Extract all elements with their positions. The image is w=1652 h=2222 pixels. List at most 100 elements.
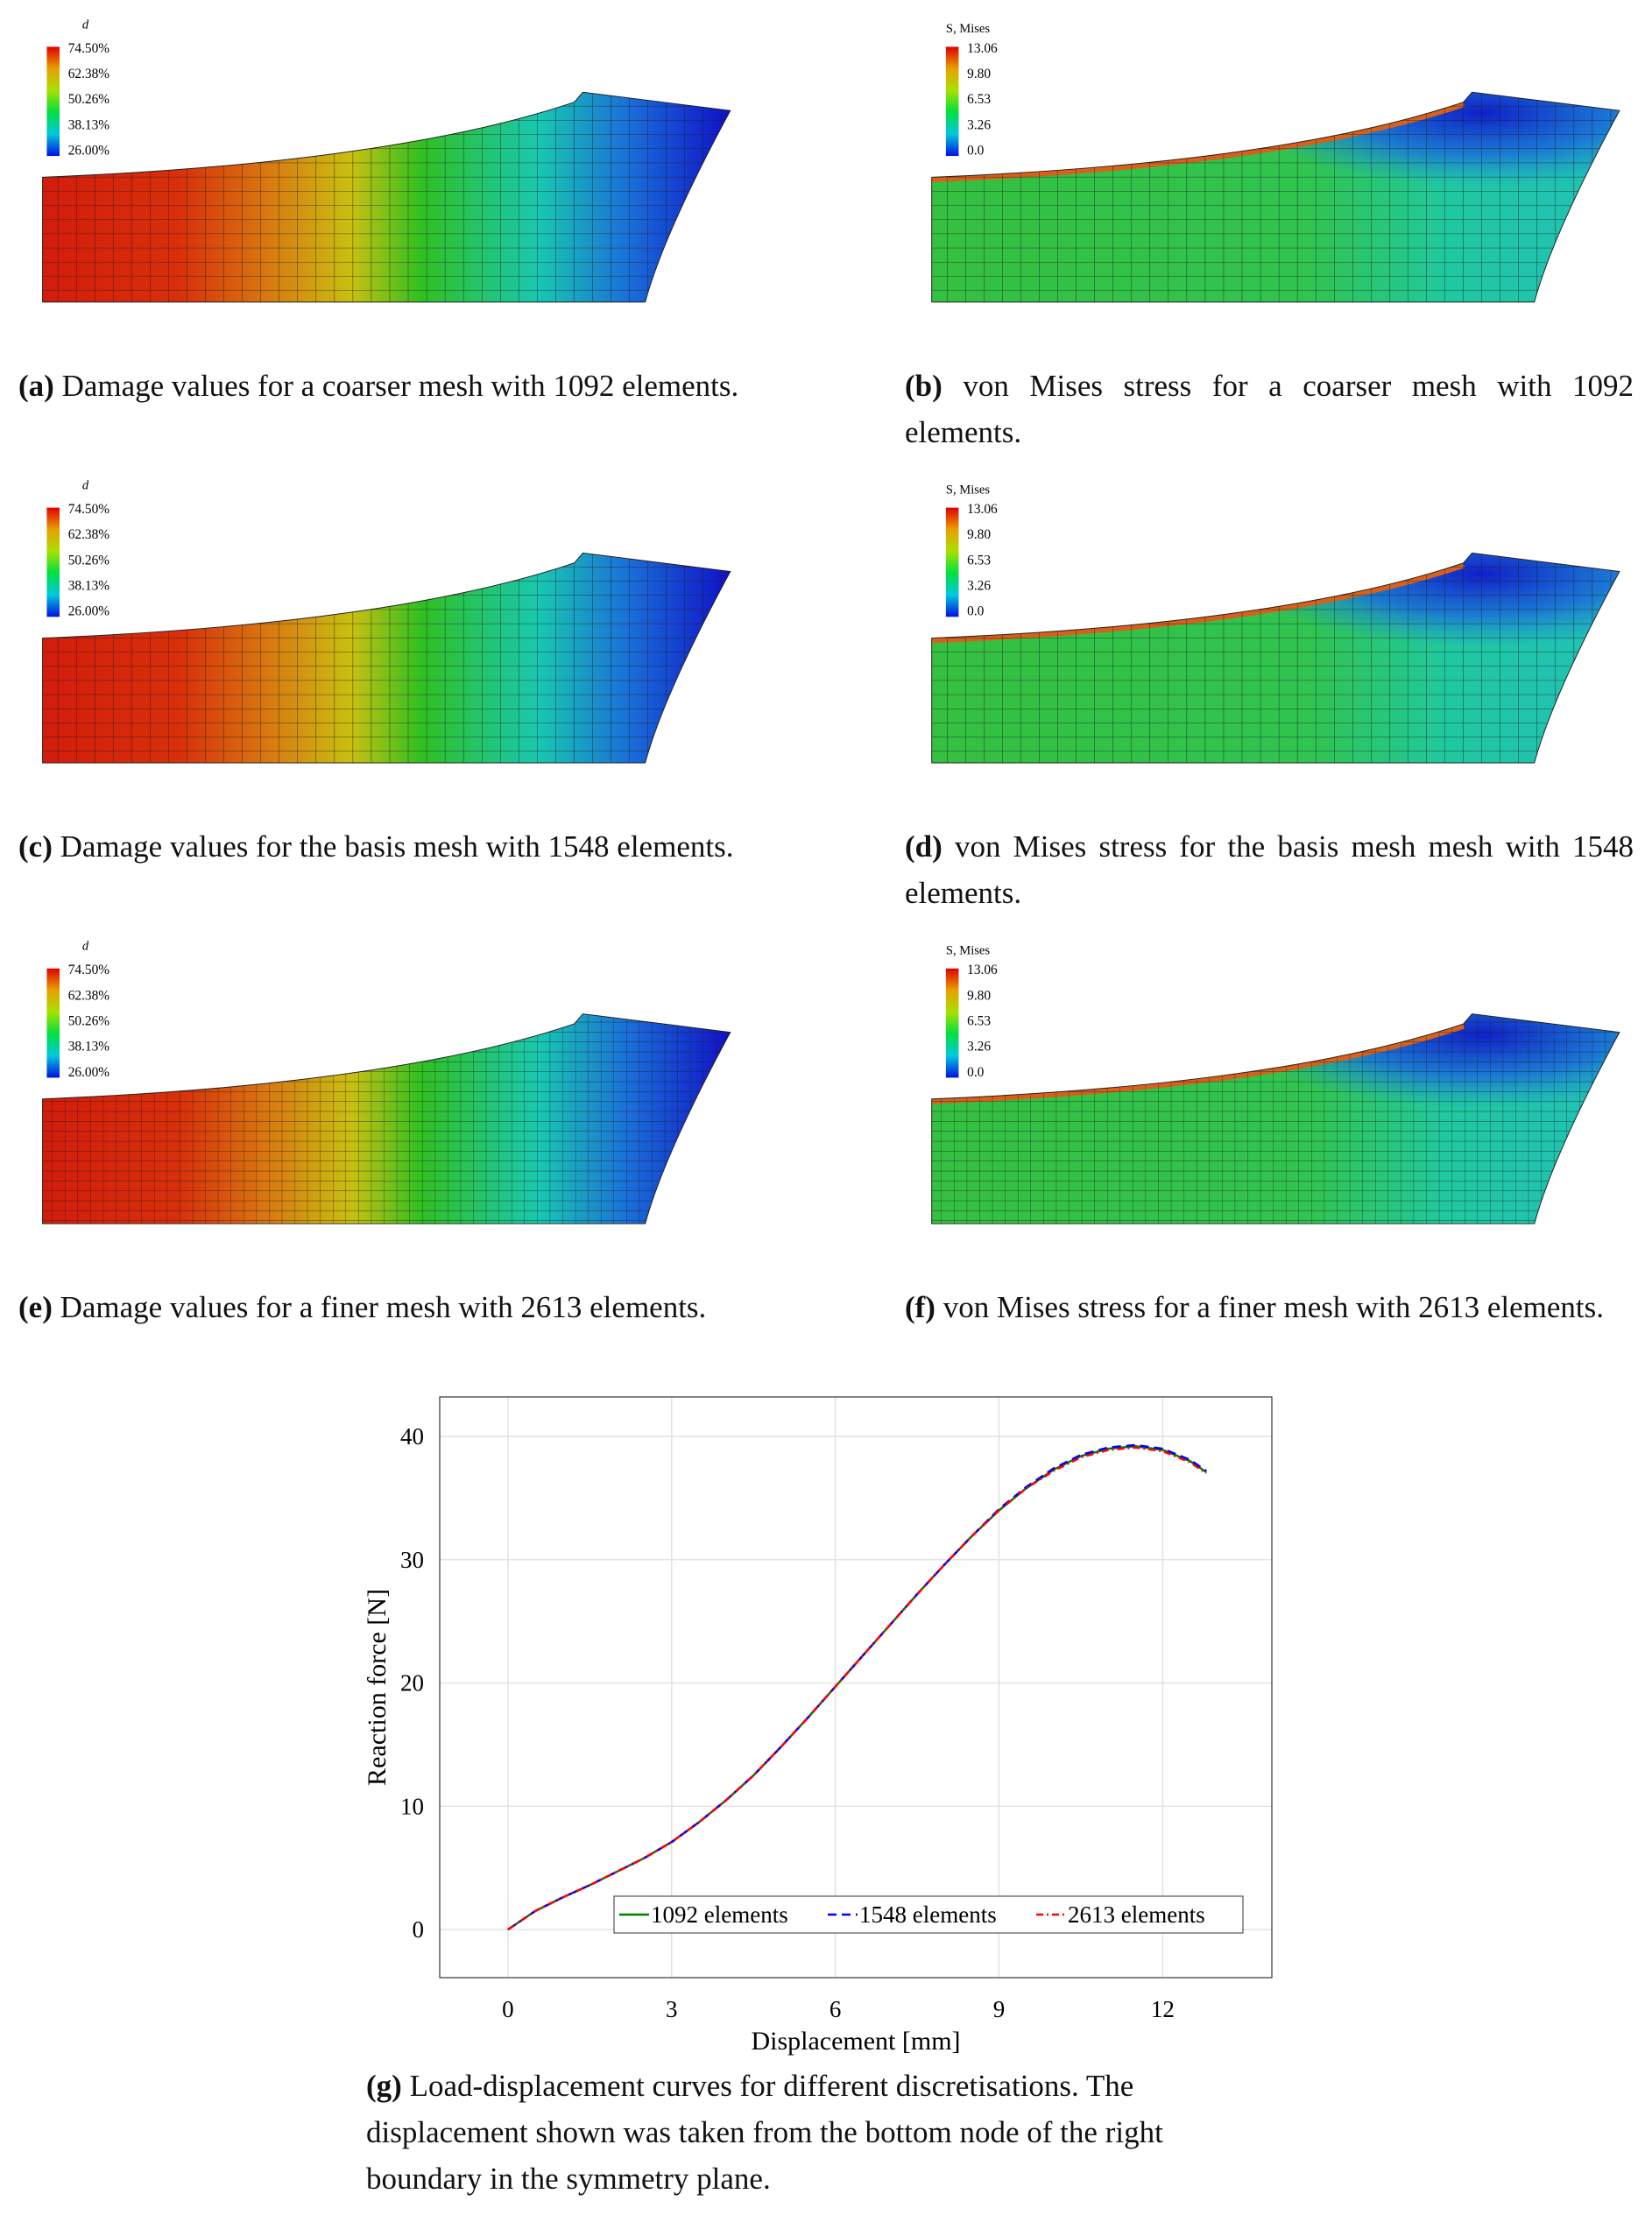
- legend-label: 62.38%: [68, 527, 110, 542]
- legend-label: 26.00%: [68, 604, 110, 619]
- legend-label: 74.50%: [68, 41, 110, 56]
- caption-label: (a): [18, 369, 54, 404]
- y-tick-label: 0: [413, 1916, 425, 1943]
- legend-label: 3.26: [967, 117, 991, 132]
- y-tick-label: 40: [400, 1423, 424, 1450]
- colorbar: [46, 507, 60, 617]
- legend-label: 6.53: [967, 1014, 991, 1029]
- legend-label: 6.53: [967, 553, 991, 568]
- y-tick-label: 20: [400, 1670, 424, 1696]
- legend-label: 62.38%: [68, 67, 110, 81]
- colorbar: [945, 507, 959, 617]
- colorbar: [46, 968, 60, 1078]
- legend-label: 38.13%: [68, 117, 110, 132]
- legend-label: 9.80: [967, 988, 991, 1003]
- legend-label: 13.06: [967, 41, 998, 56]
- caption-text: von Mises stress for a coarser mesh with…: [905, 369, 1634, 450]
- mesh: [931, 553, 1620, 764]
- series-line: [507, 1445, 1207, 1931]
- legend-label: 50.26%: [68, 553, 110, 568]
- fem-panel: S, Mises 13.06 9.80 6.53 3.26 0.0: [931, 483, 1620, 764]
- caption: (b) von Mises stress for a coarser mesh …: [905, 363, 1634, 455]
- caption-text: Damage values for the basis mesh with 15…: [60, 829, 734, 864]
- x-tick-label: 9: [993, 1996, 1006, 2022]
- legend-title: d: [82, 940, 89, 954]
- caption: (c) Damage values for the basis mesh wit…: [18, 823, 745, 870]
- outline: [931, 91, 1620, 303]
- legend-label: 0.0: [967, 143, 985, 158]
- x-tick-label: 3: [666, 1996, 678, 2022]
- y-axis-label: Reaction force [N]: [363, 1589, 392, 1786]
- outline: [42, 91, 731, 303]
- caption-label: (g): [366, 2069, 402, 2103]
- fem-panel: S, Mises 13.06 9.80 6.53 3.26 0.0: [931, 944, 1620, 1224]
- legend-title: S, Mises: [946, 22, 991, 36]
- caption-text: von Mises stress for the basis mesh mesh…: [905, 829, 1634, 911]
- caption-text: Damage values for a coarser mesh with 10…: [61, 369, 739, 404]
- legend-label: 26.00%: [68, 143, 110, 158]
- caption-label: (c): [18, 829, 53, 864]
- legend-title: d: [82, 18, 89, 32]
- fem-panel: d 74.50% 62.38% 50.26% 38.13% 26.00%: [42, 940, 731, 1224]
- plot-frame: [439, 1396, 1273, 1979]
- x-tick-label: 0: [502, 1996, 514, 2022]
- legend-label: 2613 elements: [1068, 1901, 1205, 1928]
- legend-label: 1548 elements: [859, 1901, 997, 1928]
- legend-label: 0.0: [967, 604, 985, 619]
- caption: (f) von Mises stress for a finer mesh wi…: [905, 1284, 1634, 1330]
- outline: [931, 552, 1620, 764]
- fem-panel: S, Mises 13.06 9.80 6.53 3.26 0.0: [931, 22, 1620, 303]
- legend-label: 0.0: [967, 1065, 985, 1080]
- legend-label: 9.80: [967, 527, 991, 542]
- colorbar: [945, 46, 959, 157]
- caption-text: von Mises stress for a finer mesh with 2…: [942, 1290, 1605, 1325]
- x-axis-label: Displacement [mm]: [751, 2027, 960, 2056]
- caption-label: (d): [905, 829, 942, 864]
- mesh: [42, 1013, 731, 1224]
- legend-label: 13.06: [967, 963, 998, 977]
- caption-text: Damage values for a finer mesh with 2613…: [60, 1290, 707, 1325]
- x-tick-label: 6: [830, 1996, 842, 2022]
- y-tick-label: 30: [400, 1547, 424, 1573]
- legend-title: S, Mises: [946, 944, 991, 958]
- caption-label: (f): [905, 1290, 935, 1325]
- legend-label: 3.26: [967, 579, 991, 594]
- mesh: [42, 553, 731, 764]
- outline: [42, 1013, 731, 1224]
- legend-label: 62.38%: [68, 988, 110, 1003]
- legend-label: 26.00%: [68, 1065, 110, 1080]
- caption: (d) von Mises stress for the basis mesh …: [905, 823, 1634, 916]
- caption-label: (b): [905, 369, 942, 404]
- colorbar: [46, 46, 60, 157]
- legend-label: 1092 elements: [651, 1901, 788, 1928]
- caption-text: Load-displacement curves for different d…: [366, 2069, 1163, 2196]
- caption: (a) Damage values for a coarser mesh wit…: [18, 363, 745, 409]
- legend-title: S, Mises: [946, 483, 991, 497]
- series-line: [507, 1443, 1207, 1931]
- legend-label: 6.53: [967, 92, 991, 107]
- legend-label: 9.80: [967, 67, 991, 81]
- fem-panel: d 74.50% 62.38% 50.26% 38.13% 26.00%: [42, 479, 731, 764]
- legend-label: 38.13%: [68, 579, 110, 594]
- legend-label: 74.50%: [68, 502, 110, 517]
- series-line: [507, 1446, 1207, 1931]
- legend-title: d: [82, 479, 89, 493]
- legend-label: 13.06: [967, 502, 998, 517]
- outline: [42, 552, 731, 764]
- caption: (g) Load-displacement curves for differe…: [366, 2063, 1274, 2202]
- legend-label: 74.50%: [68, 963, 110, 977]
- outline: [931, 1013, 1620, 1224]
- caption-label: (e): [18, 1290, 53, 1325]
- legend-box: [613, 1895, 1244, 1934]
- caption: (e) Damage values for a finer mesh with …: [18, 1284, 745, 1330]
- fem-panel: d 74.50% 62.38% 50.26% 38.13% 26.00%: [42, 18, 731, 303]
- mesh: [931, 1013, 1620, 1224]
- mesh: [42, 92, 731, 302]
- legend-label: 3.26: [967, 1040, 991, 1055]
- legend-label: 50.26%: [68, 1014, 110, 1029]
- legend-label: 50.26%: [68, 92, 110, 107]
- legend-label: 38.13%: [68, 1040, 110, 1055]
- mesh: [931, 92, 1620, 302]
